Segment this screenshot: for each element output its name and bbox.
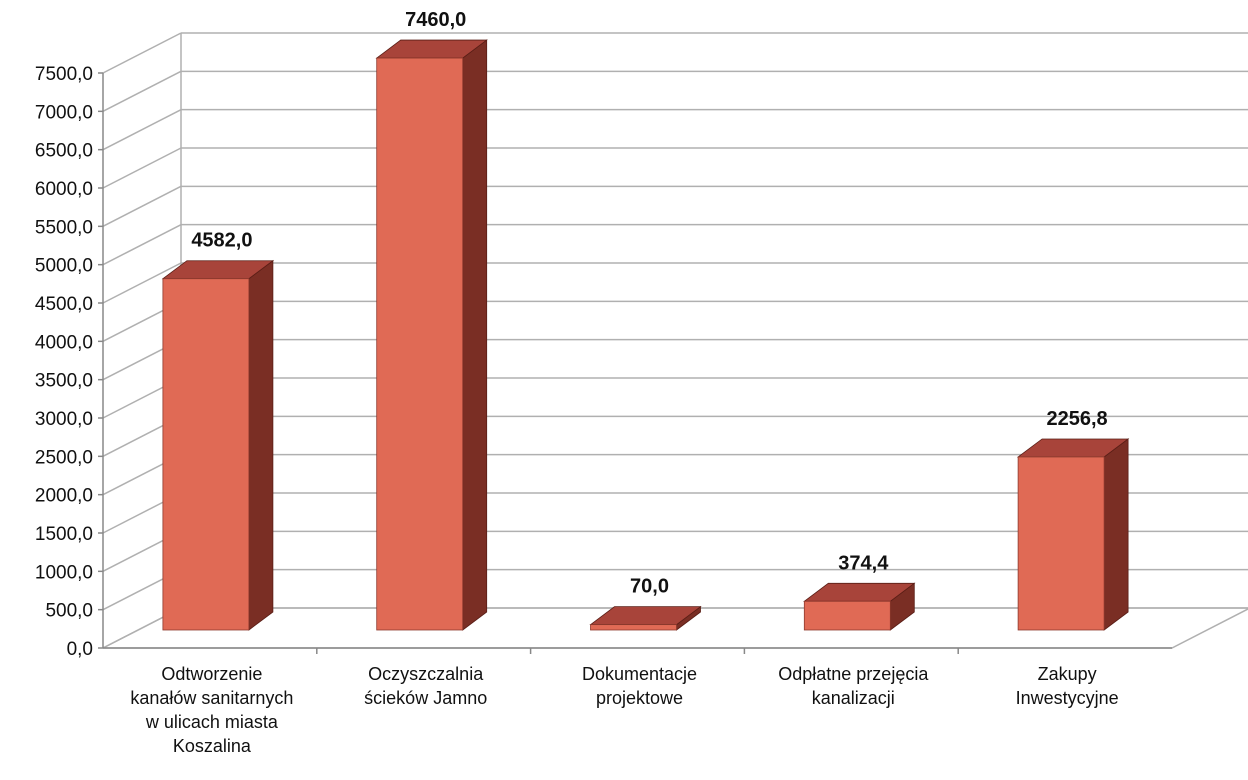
y-tick-label: 500,0 bbox=[45, 601, 93, 622]
x-category-label: Zakupy Inwestycyjne bbox=[1016, 664, 1119, 708]
x-category-label-line: Oczyszczalnia bbox=[368, 664, 484, 684]
y-tick-label: 4500,0 bbox=[35, 294, 93, 315]
y-tick-label: 3500,0 bbox=[35, 371, 93, 392]
data-label: 4582,0 bbox=[191, 230, 252, 252]
y-tick-label: 0,0 bbox=[67, 639, 93, 660]
x-category-label: Oczyszczalnia ścieków Jamno bbox=[364, 664, 487, 708]
bar-front bbox=[376, 57, 464, 631]
x-category-label-line: Zakupy bbox=[1038, 664, 1097, 684]
y-tick-label: 6500,0 bbox=[35, 141, 93, 162]
gridline-depth bbox=[102, 185, 182, 228]
x-category-label-line: Inwestycyjne bbox=[1016, 688, 1119, 708]
gridline-depth bbox=[102, 32, 182, 74]
data-label: 7460,0 bbox=[405, 9, 466, 31]
x-category-label-line: Odtworzenie bbox=[161, 664, 262, 684]
bar-front bbox=[590, 624, 677, 631]
y-tick-label: 1000,0 bbox=[35, 562, 93, 583]
y-tick-label: 7000,0 bbox=[35, 102, 93, 123]
y-tick-label: 1500,0 bbox=[35, 524, 93, 545]
y-tick-label: 7500,0 bbox=[35, 64, 93, 85]
x-category-label-line: w ulicach miasta bbox=[145, 712, 279, 732]
y-tick-label: 5500,0 bbox=[35, 217, 93, 238]
x-category-label-line: Dokumentacje bbox=[582, 664, 697, 684]
x-category-label-line: ścieków Jamno bbox=[364, 688, 487, 708]
x-category-label: Odpłatne przejęcia kanalizacji bbox=[778, 664, 929, 708]
bar bbox=[803, 582, 916, 631]
bars bbox=[161, 39, 1130, 631]
y-tick-label: 5000,0 bbox=[35, 256, 93, 277]
bar-side bbox=[462, 39, 488, 631]
bar-front bbox=[1017, 456, 1105, 631]
y-tick-label: 2000,0 bbox=[35, 486, 93, 507]
bar bbox=[161, 259, 275, 631]
x-category-label: Odtworzenie kanałów sanitarnych w ulicach … bbox=[130, 664, 293, 756]
x-category-label-line: Koszalina bbox=[173, 736, 252, 756]
bar bbox=[1016, 438, 1130, 631]
y-tick-label: 2500,0 bbox=[35, 447, 93, 468]
bar-side bbox=[248, 259, 274, 631]
labels: 0,0 500,0 1000,0 1500,0 2000,0 2500,0 3000,0 35… bbox=[35, 9, 1119, 756]
y-tick-label: 6000,0 bbox=[35, 179, 93, 200]
x-category-label-line: kanałów sanitarnych bbox=[130, 688, 293, 708]
data-label: 70,0 bbox=[630, 576, 669, 598]
gridline-depth bbox=[102, 223, 182, 266]
x-category-label-line: kanalizacji bbox=[812, 688, 895, 708]
gridline-depth bbox=[102, 147, 182, 189]
bar-side bbox=[1103, 438, 1129, 631]
y-tick-label: 3000,0 bbox=[35, 409, 93, 430]
gridline-depth bbox=[102, 262, 182, 304]
axes bbox=[98, 72, 1172, 654]
bar bbox=[375, 39, 488, 631]
x-category-label: Dokumentacje projektowe bbox=[582, 664, 697, 708]
x-category-label-line: Odpłatne przejęcia bbox=[778, 664, 929, 684]
y-tick-label: 4000,0 bbox=[35, 332, 93, 353]
data-label: 2256,8 bbox=[1047, 408, 1108, 430]
bar-front bbox=[162, 278, 250, 631]
gridline-depth bbox=[102, 108, 182, 151]
x-category-label-line: projektowe bbox=[596, 688, 683, 708]
data-label: 374,4 bbox=[838, 552, 889, 574]
bar-front bbox=[803, 600, 891, 631]
bar bbox=[589, 605, 702, 631]
gridline-depth bbox=[102, 70, 182, 113]
